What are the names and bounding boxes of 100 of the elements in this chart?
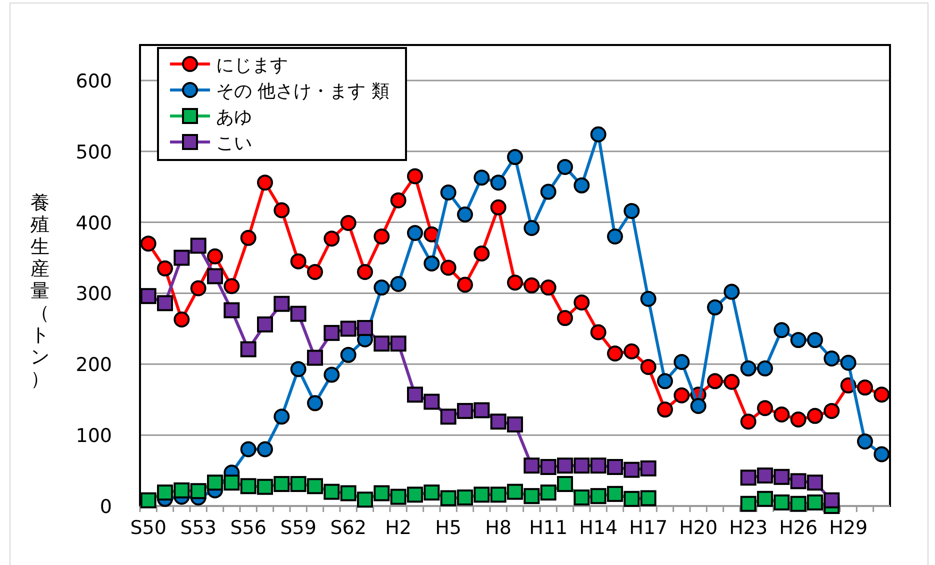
point	[574, 294, 590, 310]
point	[407, 486, 423, 503]
point	[390, 488, 406, 505]
point	[424, 484, 440, 501]
point	[774, 406, 790, 423]
point	[874, 446, 890, 462]
ylabel: 養殖生産量（トン）	[30, 192, 50, 390]
point	[540, 280, 556, 296]
point	[190, 280, 206, 296]
point	[224, 278, 240, 294]
point	[740, 414, 756, 430]
point	[657, 402, 673, 418]
point	[424, 255, 440, 272]
point	[290, 253, 306, 270]
point	[740, 470, 756, 486]
point	[524, 488, 540, 504]
point	[857, 433, 873, 450]
point	[757, 400, 773, 416]
point	[607, 458, 623, 475]
point	[290, 476, 306, 492]
point	[757, 490, 773, 507]
point	[440, 260, 456, 276]
point	[474, 246, 490, 262]
point	[474, 170, 490, 186]
point	[424, 394, 440, 410]
point	[190, 483, 206, 500]
point	[490, 414, 506, 430]
point	[407, 224, 423, 241]
point	[140, 492, 156, 508]
point	[207, 268, 223, 284]
point	[174, 250, 190, 266]
point	[174, 311, 190, 328]
point	[674, 387, 690, 404]
point	[690, 398, 706, 414]
point	[307, 350, 323, 366]
point	[374, 280, 390, 296]
point	[240, 441, 256, 458]
point	[624, 490, 640, 507]
point	[807, 474, 823, 491]
point	[340, 346, 356, 363]
point	[624, 462, 640, 478]
point	[257, 316, 273, 332]
point	[390, 276, 406, 292]
point	[257, 478, 273, 495]
point	[774, 468, 790, 485]
point	[574, 458, 590, 474]
point	[490, 486, 506, 503]
point	[607, 486, 623, 502]
point	[357, 264, 373, 280]
point	[207, 248, 223, 264]
point	[224, 474, 240, 491]
point	[157, 260, 173, 276]
point	[307, 395, 323, 412]
point	[390, 192, 406, 208]
point	[324, 230, 340, 247]
point	[324, 366, 340, 383]
point	[407, 168, 423, 184]
point	[757, 360, 773, 376]
point	[824, 350, 840, 366]
point	[874, 386, 890, 403]
point	[557, 476, 573, 492]
point	[357, 492, 373, 508]
point	[424, 226, 440, 242]
point	[590, 488, 606, 504]
point	[340, 215, 356, 232]
point	[574, 489, 590, 506]
point	[557, 310, 573, 326]
point	[140, 288, 156, 304]
point	[407, 386, 423, 403]
point	[274, 202, 290, 218]
point	[590, 458, 606, 474]
point	[190, 238, 206, 254]
point	[240, 478, 256, 494]
point	[757, 468, 773, 484]
point	[324, 484, 340, 500]
point	[457, 206, 473, 223]
point	[274, 296, 290, 312]
point	[557, 158, 573, 175]
point	[290, 306, 306, 322]
point	[674, 354, 690, 370]
point	[257, 441, 273, 458]
point	[824, 402, 840, 419]
point	[157, 295, 173, 312]
point	[707, 373, 723, 390]
point	[374, 485, 390, 502]
point	[590, 324, 606, 340]
point	[590, 126, 606, 142]
point	[640, 490, 656, 506]
point	[324, 324, 340, 341]
point	[140, 236, 156, 252]
point	[524, 220, 540, 236]
point	[507, 149, 523, 166]
point	[240, 230, 256, 246]
point	[807, 494, 823, 510]
point	[857, 380, 873, 396]
point	[474, 486, 490, 503]
point	[457, 402, 473, 419]
point	[740, 496, 756, 512]
point	[507, 484, 523, 500]
point	[374, 336, 390, 352]
